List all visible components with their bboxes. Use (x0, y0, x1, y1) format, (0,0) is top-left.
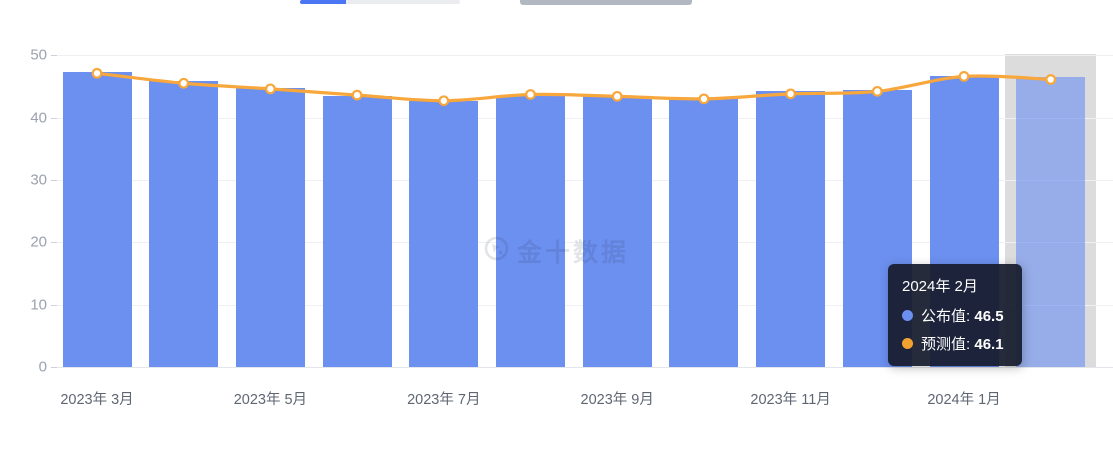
tooltip-label: 预测值: 46.1 (921, 336, 1004, 353)
top-scrollbar-thumb[interactable] (520, 0, 692, 5)
tooltip-row-published: 公布值: 46.5 (902, 305, 1008, 326)
x-axis-label-2023年 5月: 2023年 5月 (233, 392, 308, 408)
y-axis-label-20: 20 (30, 233, 47, 251)
watermark-text: 金十数据 (517, 239, 630, 267)
jin10-logo-icon (483, 235, 510, 267)
bar-2023年 4月[interactable] (149, 81, 219, 367)
bar-2023年 10月[interactable] (669, 98, 739, 367)
x-axis-label-2023年 7月: 2023年 7月 (407, 392, 481, 408)
tooltip-label: 公布值: 46.5 (921, 308, 1004, 325)
y-axis-label-30: 30 (30, 171, 47, 189)
forecast-series-dot-icon (902, 338, 913, 349)
bar-2023年 11月[interactable] (756, 91, 826, 367)
y-tick-20 (51, 242, 57, 244)
top-slider-track[interactable] (346, 0, 460, 4)
bar-2023年 8月[interactable] (496, 95, 565, 367)
bar-2024年 2月[interactable] (1016, 77, 1086, 367)
top-slider-filled[interactable] (300, 0, 346, 4)
x-axis-label-2023年 9月: 2023年 9月 (580, 392, 654, 408)
gridline-0 (57, 367, 1113, 368)
bar-2023年 9月[interactable] (582, 96, 652, 367)
gridline-50 (57, 55, 1113, 57)
x-axis-label-2023年 3月: 2023年 3月 (60, 392, 134, 408)
x-axis-label-2023年 11月: 2023年 11月 (750, 392, 831, 408)
y-axis-label-0: 0 (38, 358, 47, 376)
y-tick-10 (51, 304, 57, 306)
tooltip-row-forecast: 预测值: 46.1 (902, 333, 1008, 354)
tooltip-title: 2024年 2月 (902, 278, 978, 295)
y-tick-50 (51, 55, 57, 57)
watermark: 金十数据 (483, 233, 629, 269)
y-axis-label-50: 50 (30, 46, 47, 64)
y-axis-label-40: 40 (30, 109, 47, 127)
y-axis-label-10: 10 (30, 296, 47, 314)
y-tick-40 (51, 117, 57, 119)
bar-2023年 6月[interactable] (322, 96, 392, 367)
x-axis-label-2024年 1月: 2024年 1月 (927, 392, 1001, 408)
published-series-dot-icon (902, 310, 913, 321)
bar-2023年 5月[interactable] (235, 87, 305, 367)
bar-2023年 7月[interactable] (409, 100, 479, 367)
chart-tooltip: 2024年 2月 公布值: 46.5 预测值: 46.1 (888, 264, 1022, 366)
y-tick-30 (51, 179, 57, 181)
y-tick-0 (51, 367, 57, 368)
bar-2023年 3月[interactable] (62, 72, 132, 367)
